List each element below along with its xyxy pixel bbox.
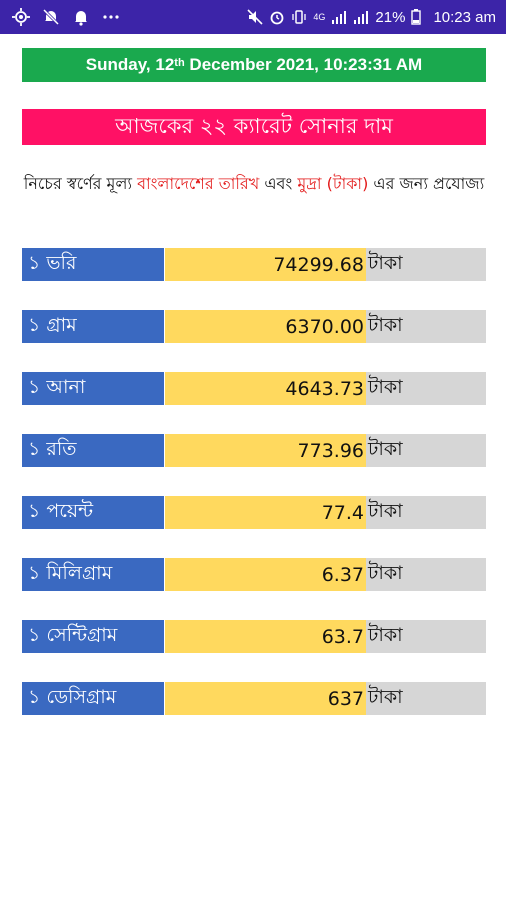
rate-value: 6370.00: [165, 310, 366, 343]
note-text-1: নিচের স্বর্ণের মূল্য: [23, 174, 138, 193]
rate-value: 637: [165, 682, 366, 715]
rate-currency: টাকা: [366, 434, 486, 467]
rate-row-roti: ১ রতি 773.96 টাকা: [22, 434, 486, 467]
rate-row-bhori: ১ ভরি 74299.68 টাকা: [22, 248, 486, 281]
rate-value: 6.37: [165, 558, 366, 591]
rate-unit: ১ সেন্টিগ্রাম: [22, 620, 164, 653]
date-text-weekday: Sunday, 12: [85, 55, 175, 74]
rate-unit: ১ মিলিগ্রাম: [22, 558, 164, 591]
alarm-icon: [269, 9, 285, 25]
rate-value: 773.96: [165, 434, 366, 467]
rate-currency: টাকা: [366, 248, 486, 281]
rate-currency: টাকা: [366, 558, 486, 591]
rate-row-milligram: ১ মিলিগ্রাম 6.37 টাকা: [22, 558, 486, 591]
rate-currency: টাকা: [366, 310, 486, 343]
rate-unit: ১ ভরি: [22, 248, 164, 281]
rate-row-gram: ১ গ্রাম 6370.00 টাকা: [22, 310, 486, 343]
status-bar: 4G 21% 10:23 am: [0, 0, 506, 34]
vibrate-icon: [291, 9, 307, 25]
rate-unit: ১ গ্রাম: [22, 310, 164, 343]
rate-currency: টাকা: [366, 496, 486, 529]
battery-icon: [411, 9, 427, 25]
note-text-2: এবং: [259, 174, 298, 193]
rate-value: 4643.73: [165, 372, 366, 405]
rate-value: 63.7: [165, 620, 366, 653]
rate-row-centigram: ১ সেন্টিগ্রাম 63.7 টাকা: [22, 620, 486, 653]
rate-row-ana: ১ আনা 4643.73 টাকা: [22, 372, 486, 405]
rate-row-point: ১ পয়েন্ট 77.4 টাকা: [22, 496, 486, 529]
status-bar-right: 4G 21% 10:23 am: [247, 0, 496, 34]
rate-value: 74299.68: [165, 248, 366, 281]
status-time: 10:23 am: [433, 8, 496, 26]
rate-row-decigram: ১ ডেসিগ্রাম 637 টাকা: [22, 682, 486, 715]
more-dots-icon: [102, 8, 120, 26]
rate-value: 77.4: [165, 496, 366, 529]
crosshair-icon: [12, 8, 30, 26]
note-highlight-country: বাংলাদেশের তারিখ: [137, 174, 260, 193]
signal-icon: [331, 9, 347, 25]
rate-unit: ১ পয়েন্ট: [22, 496, 164, 529]
battery-percent: 21%: [375, 8, 406, 26]
rate-currency: টাকা: [366, 372, 486, 405]
rate-currency: টাকা: [366, 682, 486, 715]
date-text-rest: December 2021, 10:23:31 AM: [184, 55, 423, 74]
page-title: আজকের ২২ ক্যারেট সোনার দাম: [22, 109, 486, 145]
rate-unit: ১ আনা: [22, 372, 164, 405]
rate-unit: ১ ডেসিগ্রাম: [22, 682, 164, 715]
rate-unit: ১ রতি: [22, 434, 164, 467]
signal-icon-2: [353, 9, 369, 25]
mute-icon: [247, 9, 263, 25]
network-type-label: 4G: [313, 11, 326, 22]
note-text-3: এর জন্য প্রযোজ্য: [368, 174, 485, 193]
notification-muted-icon: [42, 8, 60, 26]
bell-icon: [72, 8, 90, 26]
note-highlight-currency: মুদ্রা (টাকা): [297, 174, 369, 193]
rate-currency: টাকা: [366, 620, 486, 653]
status-bar-left: [12, 7, 120, 27]
price-note: নিচের স্বর্ণের মূল্য বাংলাদেশের তারিখ এব…: [22, 170, 486, 197]
